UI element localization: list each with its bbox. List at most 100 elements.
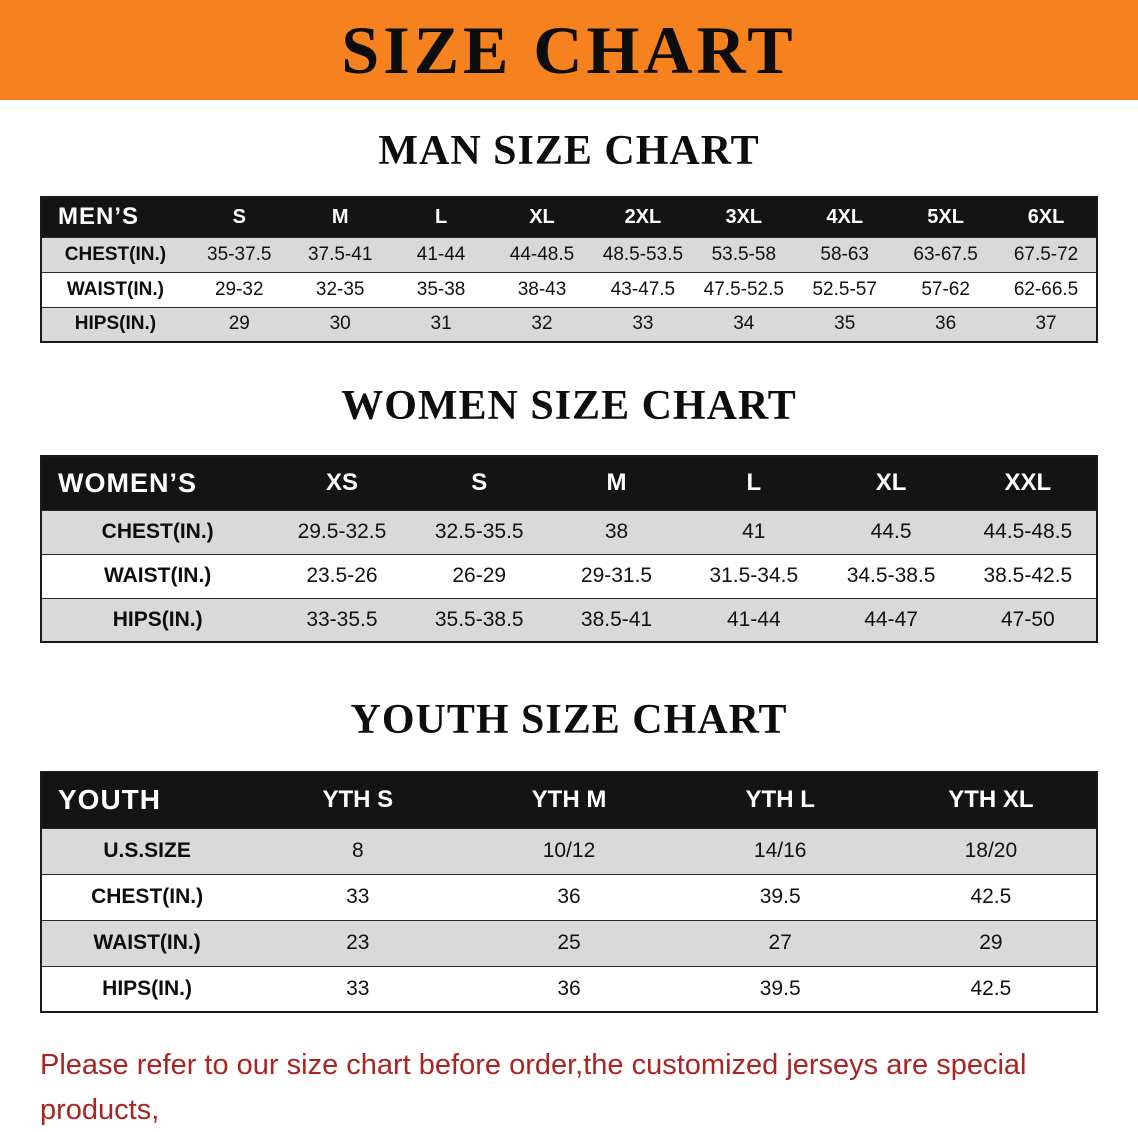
women-size-column-header: XS [273,455,411,511]
men-size-column-header: XL [491,196,593,238]
men-size-column-header: 2XL [592,196,694,238]
women-size-column-header: XL [822,455,960,511]
youth-size-value: 25 [463,919,675,967]
youth-measure-row: CHEST(IN.) 33 36 39.5 42.5 [41,873,1097,921]
women-size-value: 38 [547,509,686,555]
men-size-value: 67.5-72 [996,236,1097,273]
men-size-value: 30 [289,306,391,343]
men-row-label: HIPS(IN.) [41,306,189,343]
men-size-value: 34 [693,306,795,343]
youth-row-label: CHEST(IN.) [41,873,253,921]
disclaimer-line-1: Please refer to our size chart before or… [40,1049,1027,1126]
women-size-column-header: M [547,455,686,511]
youth-size-table: YOUTH YTH S YTH M YTH L YTH XL U.S.SIZE 8 10/12… [40,771,1098,1013]
women-size-value: 44.5-48.5 [959,509,1097,555]
women-size-value: 29.5-32.5 [273,509,411,555]
women-measure-row: WAIST(IN.) 23.5-26 26-29 29-31.5 31.5-34.5 34… [41,553,1097,599]
men-size-value: 41-44 [390,236,492,273]
men-size-value: 58-63 [794,236,896,273]
youth-size-column-header: YTH XL [885,771,1097,829]
youth-size-value: 42.5 [885,873,1097,921]
men-size-table: MEN’S S M L XL 2XL 3XL 4XL 5XL 6XL CHEST(IN.) 35-37… [40,196,1098,343]
women-size-value: 34.5-38.5 [822,553,960,599]
men-size-column-header: 3XL [693,196,795,238]
women-size-value: 41 [685,509,823,555]
men-size-value: 53.5-58 [693,236,795,273]
men-size-column-header: S [188,196,290,238]
men-size-value: 48.5-53.5 [592,236,694,273]
women-size-value: 44.5 [822,509,960,555]
men-row-label: WAIST(IN.) [41,271,189,308]
women-size-column-header: XXL [959,455,1097,511]
men-size-value: 29 [188,306,290,343]
men-size-value: 35-38 [390,271,492,308]
youth-header-row: YOUTH YTH S YTH M YTH L YTH XL [41,771,1097,829]
men-size-value: 32-35 [289,271,391,308]
men-size-value: 35-37.5 [188,236,290,273]
youth-row-label: U.S.SIZE [41,827,253,875]
youth-size-value: 18/20 [885,827,1097,875]
men-size-value: 29-32 [188,271,290,308]
men-header-row: MEN’S S M L XL 2XL 3XL 4XL 5XL 6XL [41,196,1097,238]
men-size-column-header: 5XL [895,196,997,238]
women-size-heading: WOMEN SIZE CHART [341,383,797,429]
men-size-value: 36 [895,306,997,343]
men-size-value: 62-66.5 [996,271,1097,308]
men-size-value: 47.5-52.5 [693,271,795,308]
men-size-value: 43-47.5 [592,271,694,308]
youth-size-section: YOUTH SIZE CHART YOUTH YTH S YTH M YTH L YTH … [0,699,1138,1013]
women-size-value: 23.5-26 [273,553,411,599]
women-size-value: 29-31.5 [547,553,686,599]
youth-size-value: 36 [463,873,675,921]
youth-size-column-header: YTH S [252,771,464,829]
men-size-column-header: M [289,196,391,238]
men-size-value: 52.5-57 [794,271,896,308]
men-measure-row: CHEST(IN.) 35-37.5 37.5-41 41-44 44-48.5 48.5… [41,236,1097,273]
women-size-section: WOMEN SIZE CHART WOMEN’S XS S M L XL XXL CHEST(I… [0,385,1138,643]
youth-size-value: 36 [463,965,675,1013]
youth-table-title: YOUTH [41,771,253,829]
youth-size-value: 39.5 [674,965,886,1013]
men-size-value: 63-67.5 [895,236,997,273]
men-size-column-header: L [390,196,492,238]
men-size-value: 33 [592,306,694,343]
men-table-title: MEN’S [41,196,189,238]
women-size-value: 32.5-35.5 [410,509,548,555]
banner: SIZE CHART [0,0,1138,100]
men-size-column-header: 4XL [794,196,896,238]
youth-measure-row: U.S.SIZE 8 10/12 14/16 18/20 [41,827,1097,875]
men-size-value: 44-48.5 [491,236,593,273]
men-measure-row: WAIST(IN.) 29-32 32-35 35-38 38-43 43-47.5 47.… [41,271,1097,308]
women-size-value: 31.5-34.5 [685,553,823,599]
men-size-heading: MAN SIZE CHART [378,128,760,174]
women-row-label: CHEST(IN.) [41,509,274,555]
youth-measure-row: WAIST(IN.) 23 25 27 29 [41,919,1097,967]
women-header-row: WOMEN’S XS S M L XL XXL [41,455,1097,511]
youth-size-value: 8 [252,827,464,875]
women-size-value: 35.5-38.5 [410,597,548,643]
women-size-value: 41-44 [685,597,823,643]
men-size-value: 32 [491,306,593,343]
women-row-label: HIPS(IN.) [41,597,274,643]
page-title: SIZE CHART [341,12,797,88]
youth-row-label: WAIST(IN.) [41,919,253,967]
men-size-value: 37 [996,306,1097,343]
men-size-value: 37.5-41 [289,236,391,273]
women-size-value: 38.5-42.5 [959,553,1097,599]
men-size-value: 57-62 [895,271,997,308]
women-row-label: WAIST(IN.) [41,553,274,599]
women-size-column-header: L [685,455,823,511]
youth-size-value: 23 [252,919,464,967]
men-size-section: MAN SIZE CHART MEN’S S M L XL 2XL 3XL 4XL 5XL 6XL C… [0,130,1138,343]
youth-size-column-header: YTH M [463,771,675,829]
men-row-label: CHEST(IN.) [41,236,189,273]
women-measure-row: CHEST(IN.) 29.5-32.5 32.5-35.5 38 41 44.5 44.5… [41,509,1097,555]
youth-size-heading: YOUTH SIZE CHART [350,697,788,743]
youth-size-value: 39.5 [674,873,886,921]
youth-size-value: 29 [885,919,1097,967]
youth-size-value: 33 [252,873,464,921]
youth-size-value: 42.5 [885,965,1097,1013]
size-chart-sections: MAN SIZE CHART MEN’S S M L XL 2XL 3XL 4XL 5XL 6XL C… [0,130,1138,1013]
youth-row-label: HIPS(IN.) [41,965,253,1013]
disclaimer: Please refer to our size chart before or… [40,1043,1098,1132]
